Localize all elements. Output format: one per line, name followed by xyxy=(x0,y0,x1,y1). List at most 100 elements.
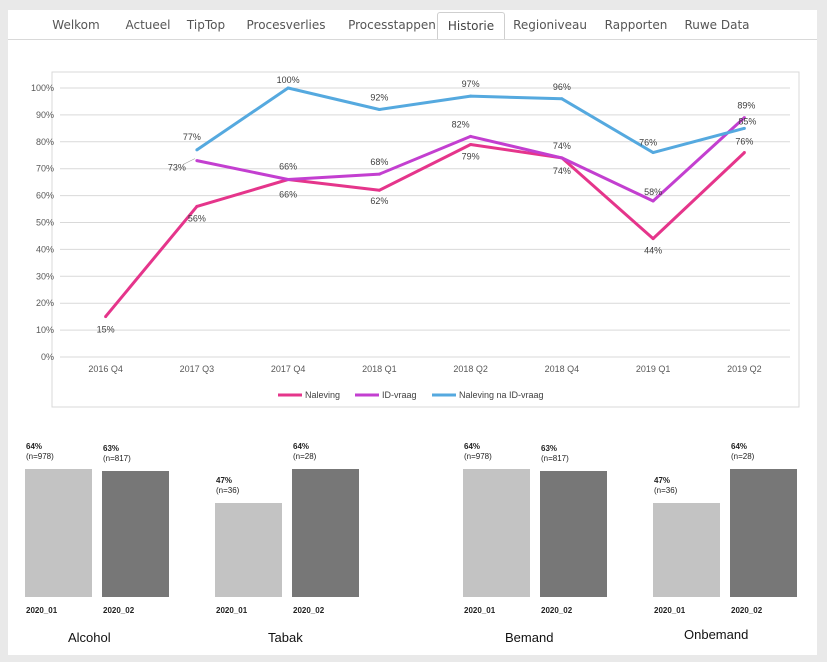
bar-category-label: 2020_02 xyxy=(541,606,573,615)
tab-procesverlies[interactable]: Procesverlies xyxy=(246,18,326,32)
bar-alcohol-2020_01 xyxy=(25,469,92,597)
y-tick-label: 50% xyxy=(36,218,54,228)
tab-welkom[interactable]: Welkom xyxy=(52,18,100,32)
tab-processtappen[interactable]: Processtappen xyxy=(348,18,436,32)
bar-category-label: 2020_02 xyxy=(103,606,135,615)
data-label: 85% xyxy=(738,116,756,126)
bar-category-label: 2020_01 xyxy=(26,606,58,615)
bar-n-count: (n=978) xyxy=(26,452,54,461)
bar-category-label: 2020_02 xyxy=(731,606,763,615)
tab-ruwe-data[interactable]: Ruwe Data xyxy=(684,18,750,32)
bar-percent: 64% xyxy=(293,442,310,451)
y-tick-label: 90% xyxy=(36,110,54,120)
data-label: 100% xyxy=(277,75,300,85)
data-label: 62% xyxy=(370,196,388,206)
bar-chart-title-onbemand: Onbemand xyxy=(684,627,749,642)
data-label: 96% xyxy=(553,82,571,92)
x-tick-label: 2017 Q3 xyxy=(180,364,215,374)
chart-frame xyxy=(51,71,800,408)
data-label: 79% xyxy=(462,151,480,161)
bar-n-count: (n=978) xyxy=(464,452,492,461)
leader-line xyxy=(182,158,196,165)
bar-chart-title-tabak: Tabak xyxy=(268,630,303,645)
data-point xyxy=(651,199,655,203)
bar-percent: 64% xyxy=(26,442,43,451)
data-point xyxy=(742,126,746,130)
bar-category-label: 2020_02 xyxy=(293,606,325,615)
x-tick-label: 2019 Q1 xyxy=(636,364,671,374)
tab-actueel[interactable]: Actueel xyxy=(125,18,171,32)
tab-underline xyxy=(8,39,817,40)
bar-percent: 47% xyxy=(654,476,671,485)
data-label: 76% xyxy=(735,137,753,147)
data-point xyxy=(377,172,381,176)
y-tick-label: 30% xyxy=(36,271,54,281)
data-point xyxy=(469,142,473,146)
x-tick-label: 2017 Q4 xyxy=(271,364,306,374)
x-tick-label: 2019 Q2 xyxy=(727,364,762,374)
bar-value-label: 64% (n=28) xyxy=(731,442,754,462)
bar-value-label: 63% (n=817) xyxy=(103,444,131,464)
data-label: 68% xyxy=(370,157,388,167)
bar-percent: 63% xyxy=(103,444,120,453)
data-label: 74% xyxy=(553,166,571,176)
bar-value-label: 64% (n=28) xyxy=(293,442,316,462)
bar-percent: 63% xyxy=(541,444,558,453)
tab-bar: Welkom Actueel TipTop Procesverlies Proc… xyxy=(8,10,817,40)
bar-value-label: 63% (n=817) xyxy=(541,444,569,464)
data-label: 73% xyxy=(168,163,186,173)
line-chart: 0% 10% 20% 30% 40% 50% 60% 70% 80% 90% 100% 2016 Q4… xyxy=(31,71,800,408)
data-point xyxy=(104,315,108,319)
data-label: 92% xyxy=(370,93,388,103)
tab-historie[interactable]: Historie xyxy=(437,12,505,40)
bar-tabak-2020_01 xyxy=(215,503,282,597)
data-label: 77% xyxy=(183,132,201,142)
y-tick-label: 80% xyxy=(36,137,54,147)
data-point xyxy=(195,204,199,208)
data-point xyxy=(469,94,473,98)
bar-bemand-2020_02 xyxy=(540,471,607,597)
data-point xyxy=(195,148,199,152)
bar-n-count: (n=28) xyxy=(731,452,755,461)
bar-chart-title-bemand: Bemand xyxy=(505,630,554,645)
bar-value-label: 64% (n=978) xyxy=(464,442,492,462)
series-line-3 xyxy=(196,86,745,155)
data-point xyxy=(469,134,473,138)
data-point xyxy=(651,237,655,241)
tab-tiptop[interactable]: TipTop xyxy=(186,18,226,32)
data-label: 56% xyxy=(188,213,206,223)
y-tick-label: 0% xyxy=(41,352,54,362)
legend-label: Naleving xyxy=(305,390,340,400)
bar-n-count: (n=817) xyxy=(103,454,131,463)
y-tick-label: 10% xyxy=(36,325,54,335)
bar-category-label: 2020_01 xyxy=(216,606,248,615)
tab-rapporten[interactable]: Rapporten xyxy=(604,18,668,32)
bar-value-label: 47% (n=36) xyxy=(654,476,677,496)
y-tick-label: 40% xyxy=(36,244,54,254)
bar-n-count: (n=28) xyxy=(293,452,317,461)
data-label: 44% xyxy=(644,246,662,256)
y-tick-label: 20% xyxy=(36,298,54,308)
y-tick-label: 60% xyxy=(36,191,54,201)
data-label: 58% xyxy=(644,187,662,197)
y-tick-label: 70% xyxy=(36,164,54,174)
data-point xyxy=(286,177,290,181)
bar-onbemand-2020_01 xyxy=(653,503,720,597)
data-label: 15% xyxy=(97,325,115,335)
data-point xyxy=(651,151,655,155)
bar-alcohol-2020_02 xyxy=(102,471,169,597)
data-point xyxy=(286,86,290,90)
data-point xyxy=(742,151,746,155)
x-tick-label: 2018 Q4 xyxy=(545,364,580,374)
data-label: 66% xyxy=(279,161,297,171)
x-tick-label: 2016 Q4 xyxy=(88,364,123,374)
tab-regioniveau[interactable]: Regioniveau xyxy=(513,18,587,32)
data-point xyxy=(377,108,381,112)
data-label: 97% xyxy=(462,79,480,89)
data-point xyxy=(560,97,564,101)
bar-value-label: 47% (n=36) xyxy=(216,476,239,496)
bar-tabak-2020_02 xyxy=(292,469,359,597)
data-label: 76% xyxy=(639,138,657,148)
bar-n-count: (n=36) xyxy=(216,486,240,495)
data-label: 74% xyxy=(553,141,571,151)
